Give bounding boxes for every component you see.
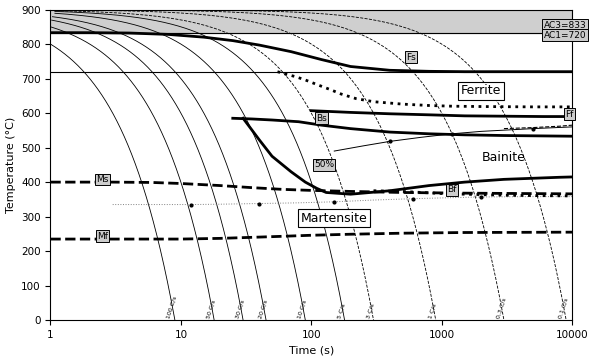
Text: 20 C/s: 20 C/s [258,299,268,319]
Text: 0.1 C/s: 0.1 C/s [558,297,569,319]
Text: AC1=720: AC1=720 [544,31,586,40]
Text: 50%: 50% [314,160,334,169]
Text: 1 C/s: 1 C/s [428,303,438,319]
Text: 5 C/s: 5 C/s [337,303,346,319]
Text: 3 C/s: 3 C/s [366,303,375,319]
Text: Ms: Ms [96,175,109,184]
Y-axis label: Temperature (°C): Temperature (°C) [5,117,15,213]
Text: Ff: Ff [565,110,573,119]
Text: 50 C/s: 50 C/s [206,299,217,319]
Text: 10 C/s: 10 C/s [297,299,308,319]
Text: Mf: Mf [97,232,108,241]
Text: Fs: Fs [406,53,416,62]
Text: Bainite: Bainite [482,152,526,165]
Text: AC3=833: AC3=833 [544,21,586,30]
Text: Bs: Bs [316,114,327,123]
Text: Ferrite: Ferrite [461,84,501,97]
Text: 0,3 C/s: 0,3 C/s [495,297,507,319]
Text: 30 C/s: 30 C/s [235,299,245,319]
X-axis label: Time (s): Time (s) [289,345,334,356]
Text: 100 C/s: 100 C/s [166,295,178,319]
Text: Martensite: Martensite [301,212,368,225]
Text: Bf: Bf [447,185,457,194]
